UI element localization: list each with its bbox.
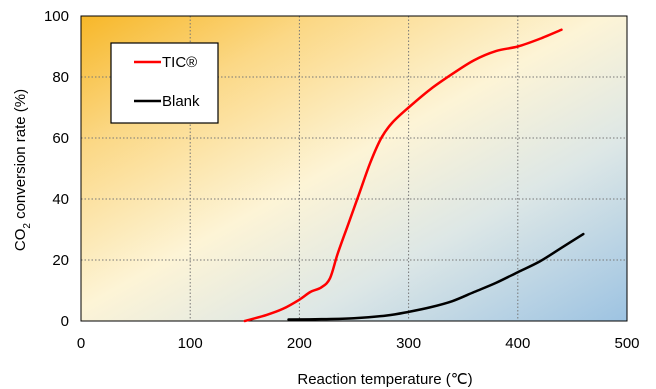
- legend: TIC® Blank: [110, 42, 219, 124]
- x-tick-label: 200: [287, 335, 312, 352]
- legend-label-blank: Blank: [162, 93, 200, 110]
- y-tick-label: 80: [52, 69, 69, 86]
- y-axis-title-subscript: 2: [22, 223, 33, 229]
- x-ticks: 0 100 200 300 400 500: [77, 335, 640, 352]
- plot-border: [80, 15, 628, 322]
- y-tick-label: 0: [61, 313, 69, 330]
- x-tick-label: 500: [614, 335, 639, 352]
- series-group: [243, 28, 585, 323]
- x-tick-label: 300: [396, 335, 421, 352]
- series-line-tic: [243, 28, 563, 323]
- x-tick-label: 100: [178, 335, 203, 352]
- legend-label-tic: TIC®: [162, 54, 197, 71]
- x-axis-title: Reaction temperature (℃): [297, 371, 472, 388]
- series-line-blank: [287, 232, 585, 321]
- y-axis-title: CO2 conversion rate (%): [12, 89, 33, 251]
- y-ticks: 0 20 40 60 80 100: [44, 8, 69, 330]
- legend-box: [110, 42, 219, 124]
- x-tick-label: 400: [505, 335, 530, 352]
- y-tick-label: 60: [52, 130, 69, 147]
- y-tick-label: 40: [52, 191, 69, 208]
- y-tick-label: 20: [52, 252, 69, 269]
- y-tick-label: 100: [44, 8, 69, 25]
- x-tick-label: 0: [77, 335, 85, 352]
